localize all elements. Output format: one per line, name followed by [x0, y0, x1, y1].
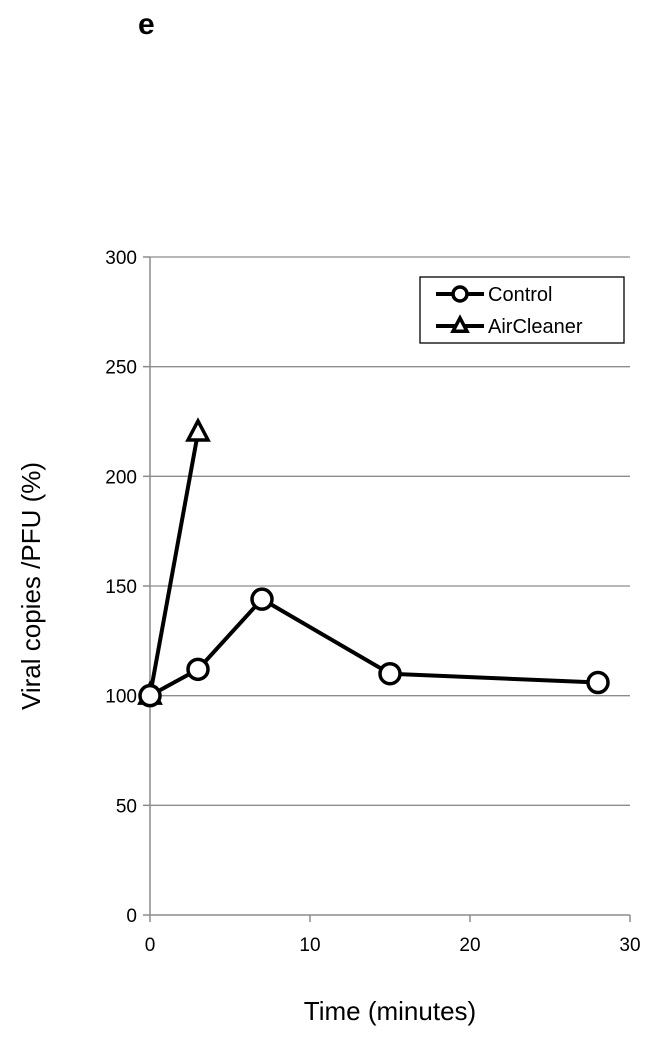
series: [137, 417, 610, 708]
data-point-control-1: [186, 657, 210, 682]
series-line-control: [149, 597, 599, 698]
y-tick-label-200: 200: [105, 467, 137, 488]
y-axis-title: Viral copies /PFU (%): [16, 462, 46, 710]
y-tick-label-150: 150: [105, 577, 137, 598]
x-tick-label-30: 30: [619, 935, 640, 956]
legend: Control AirCleaner: [419, 276, 625, 344]
legend-item-control: Control: [436, 284, 552, 306]
gridlines: [150, 256, 630, 806]
series-control: [138, 587, 610, 708]
data-point-control-2: [250, 587, 274, 611]
y-tick-label-250: 250: [105, 358, 137, 379]
legend-label-control: Control: [488, 284, 552, 306]
y-tick-label-100: 100: [105, 687, 137, 708]
legend-marker-aircleaner: [450, 314, 470, 333]
legend-marker-control: [451, 285, 469, 303]
x-tick-label-10: 10: [299, 935, 320, 956]
y-tick-label-0: 0: [126, 906, 137, 927]
y-tick-label-300: 300: [105, 248, 137, 269]
panel-label: e: [138, 8, 155, 41]
x-axis-title: Time (minutes): [304, 996, 476, 1026]
data-point-aircleaner-1: [185, 417, 211, 442]
data-point-control-4: [586, 670, 610, 695]
legend-label-aircleaner: AirCleaner: [488, 316, 583, 338]
series-line-aircleaner: [148, 432, 200, 697]
legend-item-aircleaner: AirCleaner: [436, 314, 583, 338]
x-tick-label-0: 0: [145, 935, 156, 956]
y-tick-label-50: 50: [116, 796, 137, 817]
data-point-control-0: [138, 683, 162, 708]
data-point-control-3: [378, 661, 402, 686]
x-tick-label-20: 20: [459, 935, 480, 956]
tick-labels: 0 50 100 150 200 250 300 0 10 20 30: [105, 248, 640, 956]
